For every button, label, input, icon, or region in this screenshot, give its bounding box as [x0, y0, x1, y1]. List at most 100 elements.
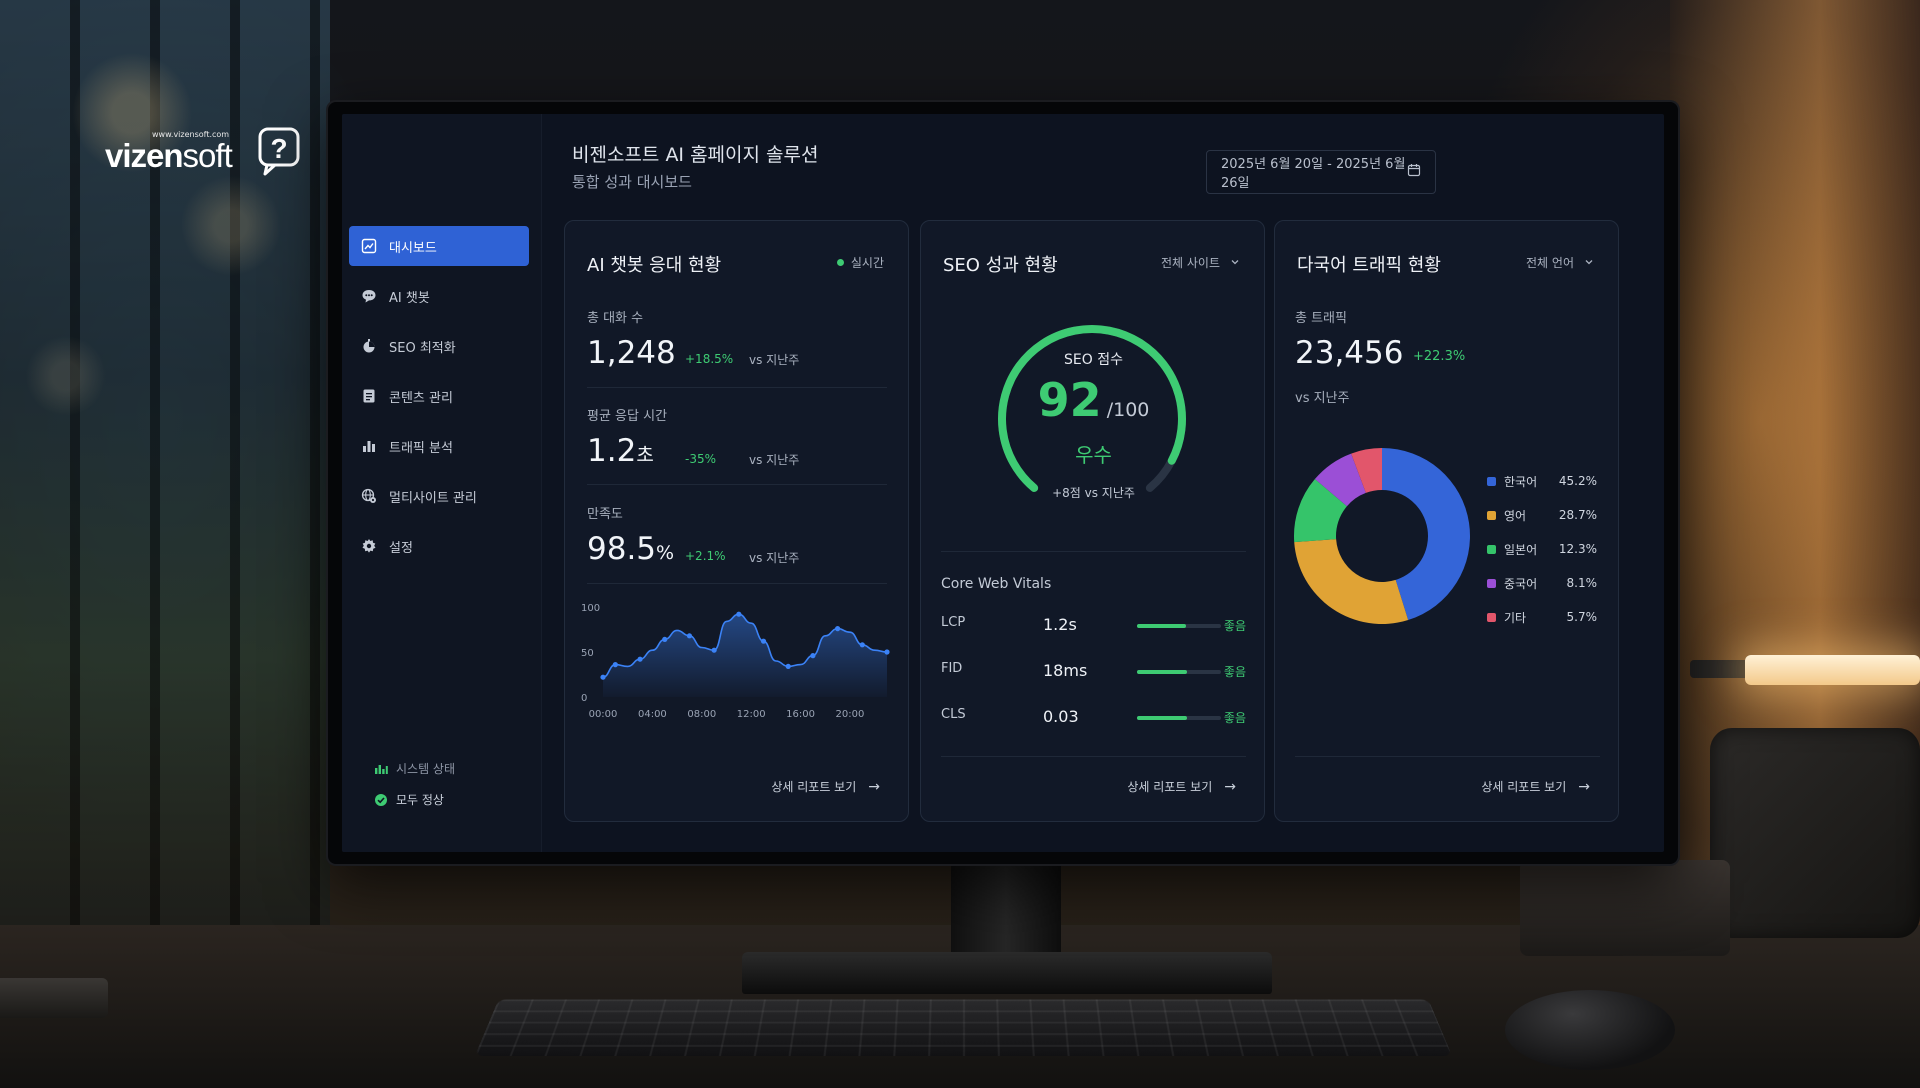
legend-value: 45.2%: [1559, 474, 1597, 488]
vital-bar: [1137, 670, 1221, 674]
x-tick-label: 04:00: [638, 709, 667, 720]
divider: [941, 756, 1246, 757]
chevron-down-icon: [1230, 256, 1240, 270]
language-filter-dropdown[interactable]: 전체 언어: [1526, 254, 1594, 271]
sidebar: 대시보드 AI 챗봇 SEO 최적화: [342, 114, 542, 852]
system-status-value: 모두 정상: [396, 791, 444, 808]
legend-swatch: [1487, 477, 1496, 486]
chevron-down-icon: [1584, 256, 1594, 270]
chart-point: [637, 657, 642, 662]
live-badge: 실시간: [837, 254, 884, 271]
dashboard-screen: 대시보드 AI 챗봇 SEO 최적화: [342, 114, 1664, 852]
legend-value: 28.7%: [1559, 508, 1597, 522]
metric-value-number: 1,248: [587, 335, 676, 371]
sidebar-item-seo[interactable]: SEO 최적화: [349, 326, 529, 366]
divider: [941, 551, 1246, 552]
seo-score-label: SEO 점수: [921, 349, 1266, 369]
bar-chart-icon: [361, 438, 377, 454]
total-traffic-label: 총 트래픽: [1295, 307, 1347, 326]
x-tick-label: 20:00: [836, 709, 865, 720]
sidebar-item-dashboard[interactable]: 대시보드: [349, 226, 529, 266]
brand-logo: www.vizensoft.com vizensoft ?: [105, 126, 305, 176]
svg-text:?: ?: [270, 133, 287, 164]
sidebar-item-label: 콘텐츠 관리: [389, 387, 453, 406]
vital-status: 좋음: [1224, 663, 1246, 680]
sidebar-item-label: AI 챗봇: [389, 287, 430, 306]
metric-value-unit: %: [656, 542, 674, 564]
chat-bubble-icon: [361, 288, 377, 304]
legend-value: 5.7%: [1567, 610, 1598, 624]
total-traffic-value: 23,456: [1295, 335, 1403, 371]
system-status-header: 시스템 상태: [374, 760, 455, 777]
legend-item: 한국어 45.2%: [1487, 471, 1597, 491]
live-badge-label: 실시간: [851, 254, 884, 271]
sidebar-item-label: 설정: [389, 537, 413, 556]
seo-card: SEO 성과 현황 전체 사이트 SEO 점수 92 /100 우수 +8점 v…: [920, 220, 1265, 822]
question-bubble-icon: ?: [257, 126, 303, 176]
traffic-report-link[interactable]: 상세 리포트 보기 →: [1481, 778, 1590, 795]
sidebar-item-ai-chatbot[interactable]: AI 챗봇: [349, 276, 529, 316]
chatbot-card-title: AI 챗봇 응대 현황: [587, 251, 721, 277]
legend-value: 8.1%: [1567, 576, 1598, 590]
divider: [587, 583, 887, 584]
metric-change: +2.1%: [685, 549, 726, 563]
chart-point: [613, 662, 618, 667]
total-traffic-vs: vs 지난주: [1295, 387, 1349, 406]
arrow-right-icon: →: [868, 779, 880, 795]
sidebar-item-settings[interactable]: 설정: [349, 526, 529, 566]
site-filter-value: 전체 사이트: [1161, 254, 1220, 271]
metric-label: 만족도: [587, 503, 623, 522]
vital-status: 좋음: [1224, 709, 1246, 726]
date-range-picker[interactable]: 2025년 6월 20일 - 2025년 6월 26일: [1206, 150, 1436, 194]
system-status: 시스템 상태 모두 정상: [374, 760, 455, 822]
system-status-value-row: 모두 정상: [374, 791, 455, 808]
y-tick-label: 50: [581, 648, 594, 659]
sidebar-item-label: 멀티사이트 관리: [389, 487, 477, 506]
language-filter-value: 전체 언어: [1526, 254, 1574, 271]
chart-point: [860, 642, 865, 647]
sidebar-item-label: SEO 최적화: [389, 337, 456, 356]
desk-lamp: [1745, 655, 1920, 685]
hourly-conversation-chart: 100 50 000:00 04:00 08:00 12:00 16:00 20:00: [575, 593, 900, 743]
legend-label: 한국어: [1504, 473, 1537, 490]
sidebar-item-multisite[interactable]: 멀티사이트 관리: [349, 476, 529, 516]
keyboard: [475, 999, 1452, 1056]
metric-change: -35%: [685, 452, 716, 466]
traffic-card: 다국어 트래픽 현황 전체 언어 총 트래픽 23,456 +22.3% vs …: [1274, 220, 1619, 822]
legend-label: 기타: [1504, 609, 1526, 626]
report-link-label: 상세 리포트 보기: [771, 778, 856, 795]
legend-label: 일본어: [1504, 541, 1537, 558]
dashboard-icon: [361, 238, 377, 254]
pulse-icon: [374, 762, 388, 776]
metric-label: 평균 응답 시간: [587, 405, 667, 424]
seo-score-value: 92: [1038, 373, 1102, 427]
site-filter-dropdown[interactable]: 전체 사이트: [1161, 254, 1240, 271]
vital-status: 좋음: [1224, 617, 1246, 634]
page-subtitle: 통합 성과 대시보드: [572, 171, 692, 192]
legend-swatch: [1487, 545, 1496, 554]
vital-row-cls: CLS 0.03 좋음: [941, 707, 1246, 727]
vital-name: CLS: [941, 707, 966, 722]
legend-item: 일본어 12.3%: [1487, 539, 1597, 559]
date-range-text: 2025년 6월 20일 - 2025년 6월 26일: [1221, 153, 1407, 191]
metric-vs: vs 지난주: [749, 351, 799, 368]
vital-bar: [1137, 716, 1221, 720]
vital-value: 1.2s: [1043, 615, 1077, 634]
seo-delta: +8점 vs 지난주: [921, 484, 1266, 501]
vital-bar-fill: [1137, 670, 1187, 674]
chart-point: [761, 639, 766, 644]
metric-value: 1.2초: [587, 433, 654, 469]
y-tick-label: 100: [581, 603, 600, 614]
sidebar-item-content[interactable]: 콘텐츠 관리: [349, 376, 529, 416]
page-title: 비젠소프트 AI 홈페이지 솔루션: [572, 140, 818, 167]
chatbot-report-link[interactable]: 상세 리포트 보기 →: [771, 778, 880, 795]
seo-score-max: /100: [1107, 399, 1150, 421]
arrow-right-icon: →: [1224, 779, 1236, 795]
legend-swatch: [1487, 613, 1496, 622]
seo-report-link[interactable]: 상세 리포트 보기 →: [1127, 778, 1236, 795]
x-tick-label: 00:00: [589, 709, 618, 720]
traffic-card-title: 다국어 트래픽 현황: [1297, 251, 1441, 277]
core-web-vitals-title: Core Web Vitals: [941, 576, 1051, 592]
sidebar-item-traffic[interactable]: 트래픽 분석: [349, 426, 529, 466]
brand-name-bold: vizen: [105, 137, 183, 174]
